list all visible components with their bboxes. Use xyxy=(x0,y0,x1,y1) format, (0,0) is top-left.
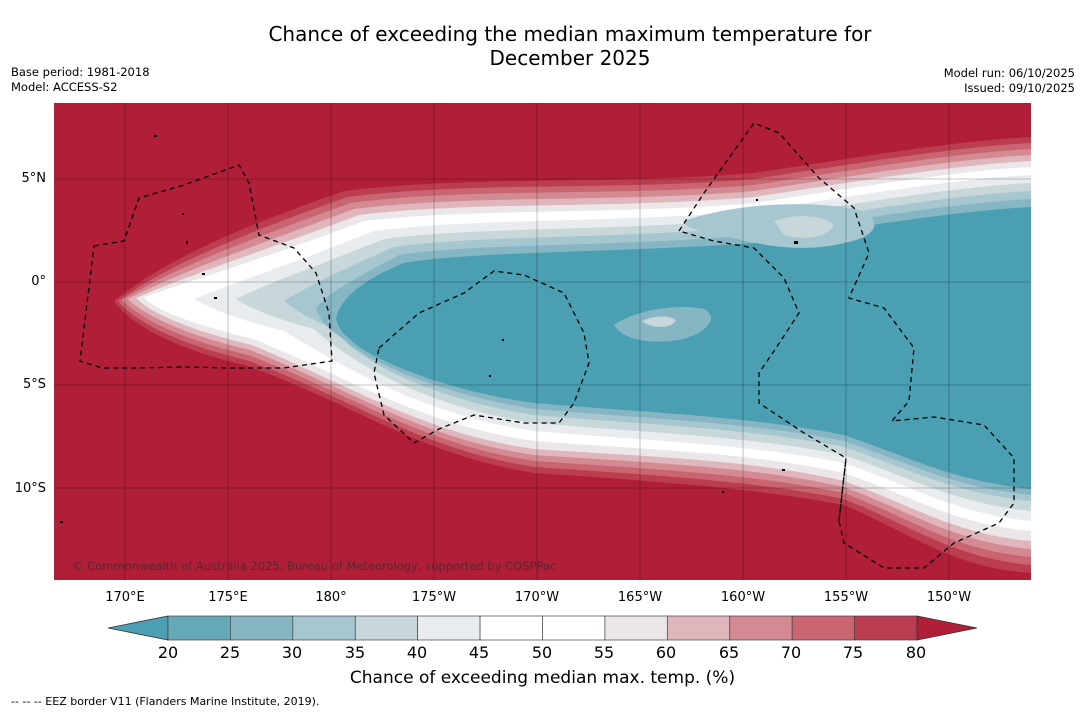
islands xyxy=(60,135,798,523)
colorbar-cell xyxy=(666,615,731,641)
eez-footnote: -- -- -- EEZ border V11 (Flanders Marine… xyxy=(11,695,320,708)
colorbar-cell xyxy=(854,615,918,641)
meta-left: Base period: 1981-2018 Model: ACCESS-S2 xyxy=(11,65,150,95)
colorbar-cell xyxy=(417,615,481,641)
colorbar-tick: 60 xyxy=(655,643,677,662)
colorbar-tick: 35 xyxy=(344,643,366,662)
eez-borders xyxy=(79,122,1015,569)
colorbar-high-arrow xyxy=(916,615,978,641)
y-tick: 5°S xyxy=(22,377,46,392)
y-tick: 10°S xyxy=(14,481,46,496)
colorbar-tick: 45 xyxy=(468,643,490,662)
colorbar-tick: 70 xyxy=(780,643,802,662)
graticule xyxy=(54,103,1031,580)
x-tick: 180° xyxy=(315,590,347,605)
map-area xyxy=(54,103,1031,580)
colorbar-cell xyxy=(292,615,356,641)
colorbar-tick: 40 xyxy=(406,643,428,662)
colorbar-cell xyxy=(729,615,793,641)
colorbar-tick: 20 xyxy=(157,643,179,662)
issued-date: Issued: 09/10/2025 xyxy=(964,81,1075,95)
model-run: Model run: 06/10/2025 xyxy=(943,66,1075,80)
colorbar-cell xyxy=(230,615,294,641)
base-period: Base period: 1981-2018 xyxy=(11,65,150,79)
colorbar-tick: 80 xyxy=(905,643,927,662)
colorbar-cell xyxy=(167,615,231,641)
colorbar-tick: 30 xyxy=(281,643,303,662)
colorbar-tick: 55 xyxy=(593,643,615,662)
colorbar-cell xyxy=(542,615,606,641)
x-tick: 160°W xyxy=(720,590,766,605)
band-20 xyxy=(336,207,1031,489)
map-svg xyxy=(54,103,1031,580)
x-tick: 170°W xyxy=(514,590,560,605)
x-tick: 155°W xyxy=(823,590,869,605)
inner-warm-patch-center-2 xyxy=(642,316,676,327)
model-name: Model: ACCESS-S2 xyxy=(11,80,118,94)
x-tick: 165°W xyxy=(617,590,663,605)
colorbar-cell xyxy=(604,615,668,641)
colorbar-tick: 75 xyxy=(842,643,864,662)
colorbar-label: Chance of exceeding median max. temp. (%… xyxy=(349,668,736,688)
x-tick: 150°W xyxy=(926,590,972,605)
title-line-1: Chance of exceeding the median maximum t… xyxy=(268,22,872,46)
colorbar-tick: 65 xyxy=(718,643,740,662)
colorbar-cells xyxy=(167,615,918,641)
title-line-2: December 2025 xyxy=(489,46,651,70)
y-tick: 0° xyxy=(31,274,46,289)
colorbar xyxy=(107,615,978,641)
colorbar-tick: 50 xyxy=(531,643,553,662)
y-tick: 5°N xyxy=(21,171,47,186)
map-title: Chance of exceeding the median maximum t… xyxy=(0,22,1085,70)
meta-right: Model run: 06/10/2025 Issued: 09/10/2025 xyxy=(944,66,1075,96)
colorbar-cell xyxy=(354,615,419,641)
inner-warm-patch-north-2 xyxy=(774,216,834,238)
x-tick: 170°E xyxy=(105,590,145,605)
x-tick: 175°E xyxy=(208,590,248,605)
colorbar-cell xyxy=(791,615,855,641)
copyright-notice: © Commonwealth of Australia 2025, Bureau… xyxy=(72,559,557,573)
colorbar-tick: 25 xyxy=(219,643,241,662)
x-tick: 175°W xyxy=(411,590,457,605)
colorbar-cell xyxy=(479,615,543,641)
colorbar-low-arrow xyxy=(107,615,169,641)
